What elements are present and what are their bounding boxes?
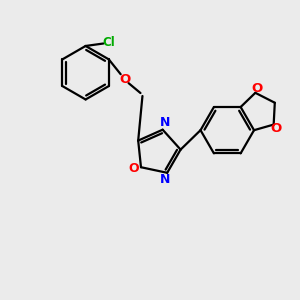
Text: N: N xyxy=(160,173,170,186)
Text: O: O xyxy=(119,73,130,86)
Text: Cl: Cl xyxy=(102,37,115,50)
Text: N: N xyxy=(160,116,170,129)
Text: O: O xyxy=(270,122,281,135)
Text: O: O xyxy=(129,162,140,175)
Text: O: O xyxy=(252,82,263,95)
